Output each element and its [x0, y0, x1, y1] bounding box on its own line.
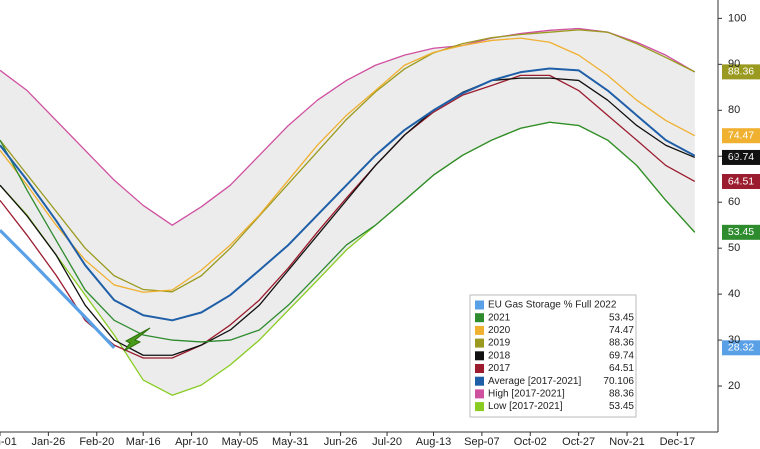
y-tick-label: 60	[728, 196, 740, 208]
series-line	[0, 229, 116, 349]
legend-label: High [2017-2021]	[488, 389, 565, 400]
legend-swatch	[475, 364, 484, 373]
y-tick-label: 100	[728, 12, 746, 24]
legend-swatch	[475, 300, 484, 310]
range-band	[0, 28, 695, 396]
legend-value: 64.51	[609, 363, 634, 374]
end-label: 69.74	[728, 151, 754, 163]
legend-swatch	[475, 313, 484, 323]
legend-swatch	[475, 338, 484, 348]
legend	[469, 294, 637, 418]
legend-swatch	[475, 325, 484, 335]
x-tick-label: Nov-21	[609, 436, 644, 448]
end-label-box	[722, 149, 760, 165]
end-label: 53.45	[728, 226, 754, 238]
plot-area	[0, 27, 696, 396]
legend-value: 53.45	[609, 312, 634, 323]
series-line	[0, 67, 696, 322]
legend-label: 2017	[488, 363, 511, 374]
legend-swatch	[475, 376, 484, 386]
legend-label: 2020	[488, 325, 511, 336]
y-tick-label: 90	[728, 58, 740, 70]
x-tick-label: Feb-20	[79, 436, 114, 448]
end-label: 28.32	[728, 342, 754, 354]
series-line	[0, 77, 696, 356]
end-label-box	[722, 128, 760, 144]
legend-value: 88.36	[609, 338, 634, 349]
end-label-box	[722, 64, 760, 80]
legend-value: 88.36	[609, 389, 634, 400]
legend-label: 2019	[488, 338, 511, 349]
series-line	[0, 74, 696, 359]
end-label-box	[722, 224, 760, 240]
y-tick-label: 50	[728, 242, 740, 254]
x-tick-label: Mar-16	[126, 436, 161, 448]
y-tick-label: 40	[728, 288, 740, 300]
x-tick-label: Oct-27	[562, 436, 595, 448]
series-line	[0, 37, 696, 293]
end-labels: 88.36 74.47 69.74 64.51 53.45 28.32	[722, 64, 760, 356]
end-label: 88.36	[728, 66, 754, 78]
legend-label: Average [2017-2021]	[488, 376, 581, 387]
end-label: 64.51	[728, 175, 754, 187]
series-line	[0, 121, 696, 343]
x-tick-label: Sep-07	[464, 436, 499, 448]
y-tick-label: 20	[728, 380, 740, 392]
end-label: 74.47	[728, 129, 754, 141]
legend-label: EU Gas Storage % Full 2022	[488, 300, 617, 311]
x-tick-label: Oct-02	[514, 436, 547, 448]
legend-value: 53.45	[609, 401, 634, 412]
y-tick-label: 70	[728, 150, 740, 162]
legend-label: Low [2017-2021]	[488, 401, 563, 412]
x-tick-label: Aug-13	[416, 436, 451, 448]
x-tick-label: Jan-01	[0, 436, 17, 448]
end-label-box	[722, 173, 760, 189]
legend-swatch	[475, 351, 484, 361]
x-tick-label: Jul-20	[372, 436, 402, 448]
legend-value: 69.74	[609, 350, 634, 361]
x-tick-label: May-31	[272, 436, 309, 448]
end-label-box	[722, 340, 760, 356]
series-line	[0, 27, 696, 226]
arrow-annotation	[123, 327, 151, 352]
x-tick-label: Dec-17	[660, 436, 695, 448]
x-tick-label: May-05	[222, 436, 259, 448]
legend-label: 2018	[488, 350, 511, 361]
y-tick-label: 30	[728, 334, 740, 346]
y-tick-label: 80	[728, 104, 740, 116]
legend-swatch	[475, 402, 484, 412]
legend-swatch	[475, 389, 484, 399]
x-tick-label: Jun-26	[324, 436, 358, 448]
legend-label: 2021	[488, 312, 511, 323]
legend-value: 70.106	[603, 376, 634, 387]
x-tick-label: Apr-10	[175, 436, 208, 448]
x-tick-label: Jan-26	[32, 436, 66, 448]
legend-value: 74.47	[609, 325, 634, 336]
series-line	[0, 29, 696, 293]
